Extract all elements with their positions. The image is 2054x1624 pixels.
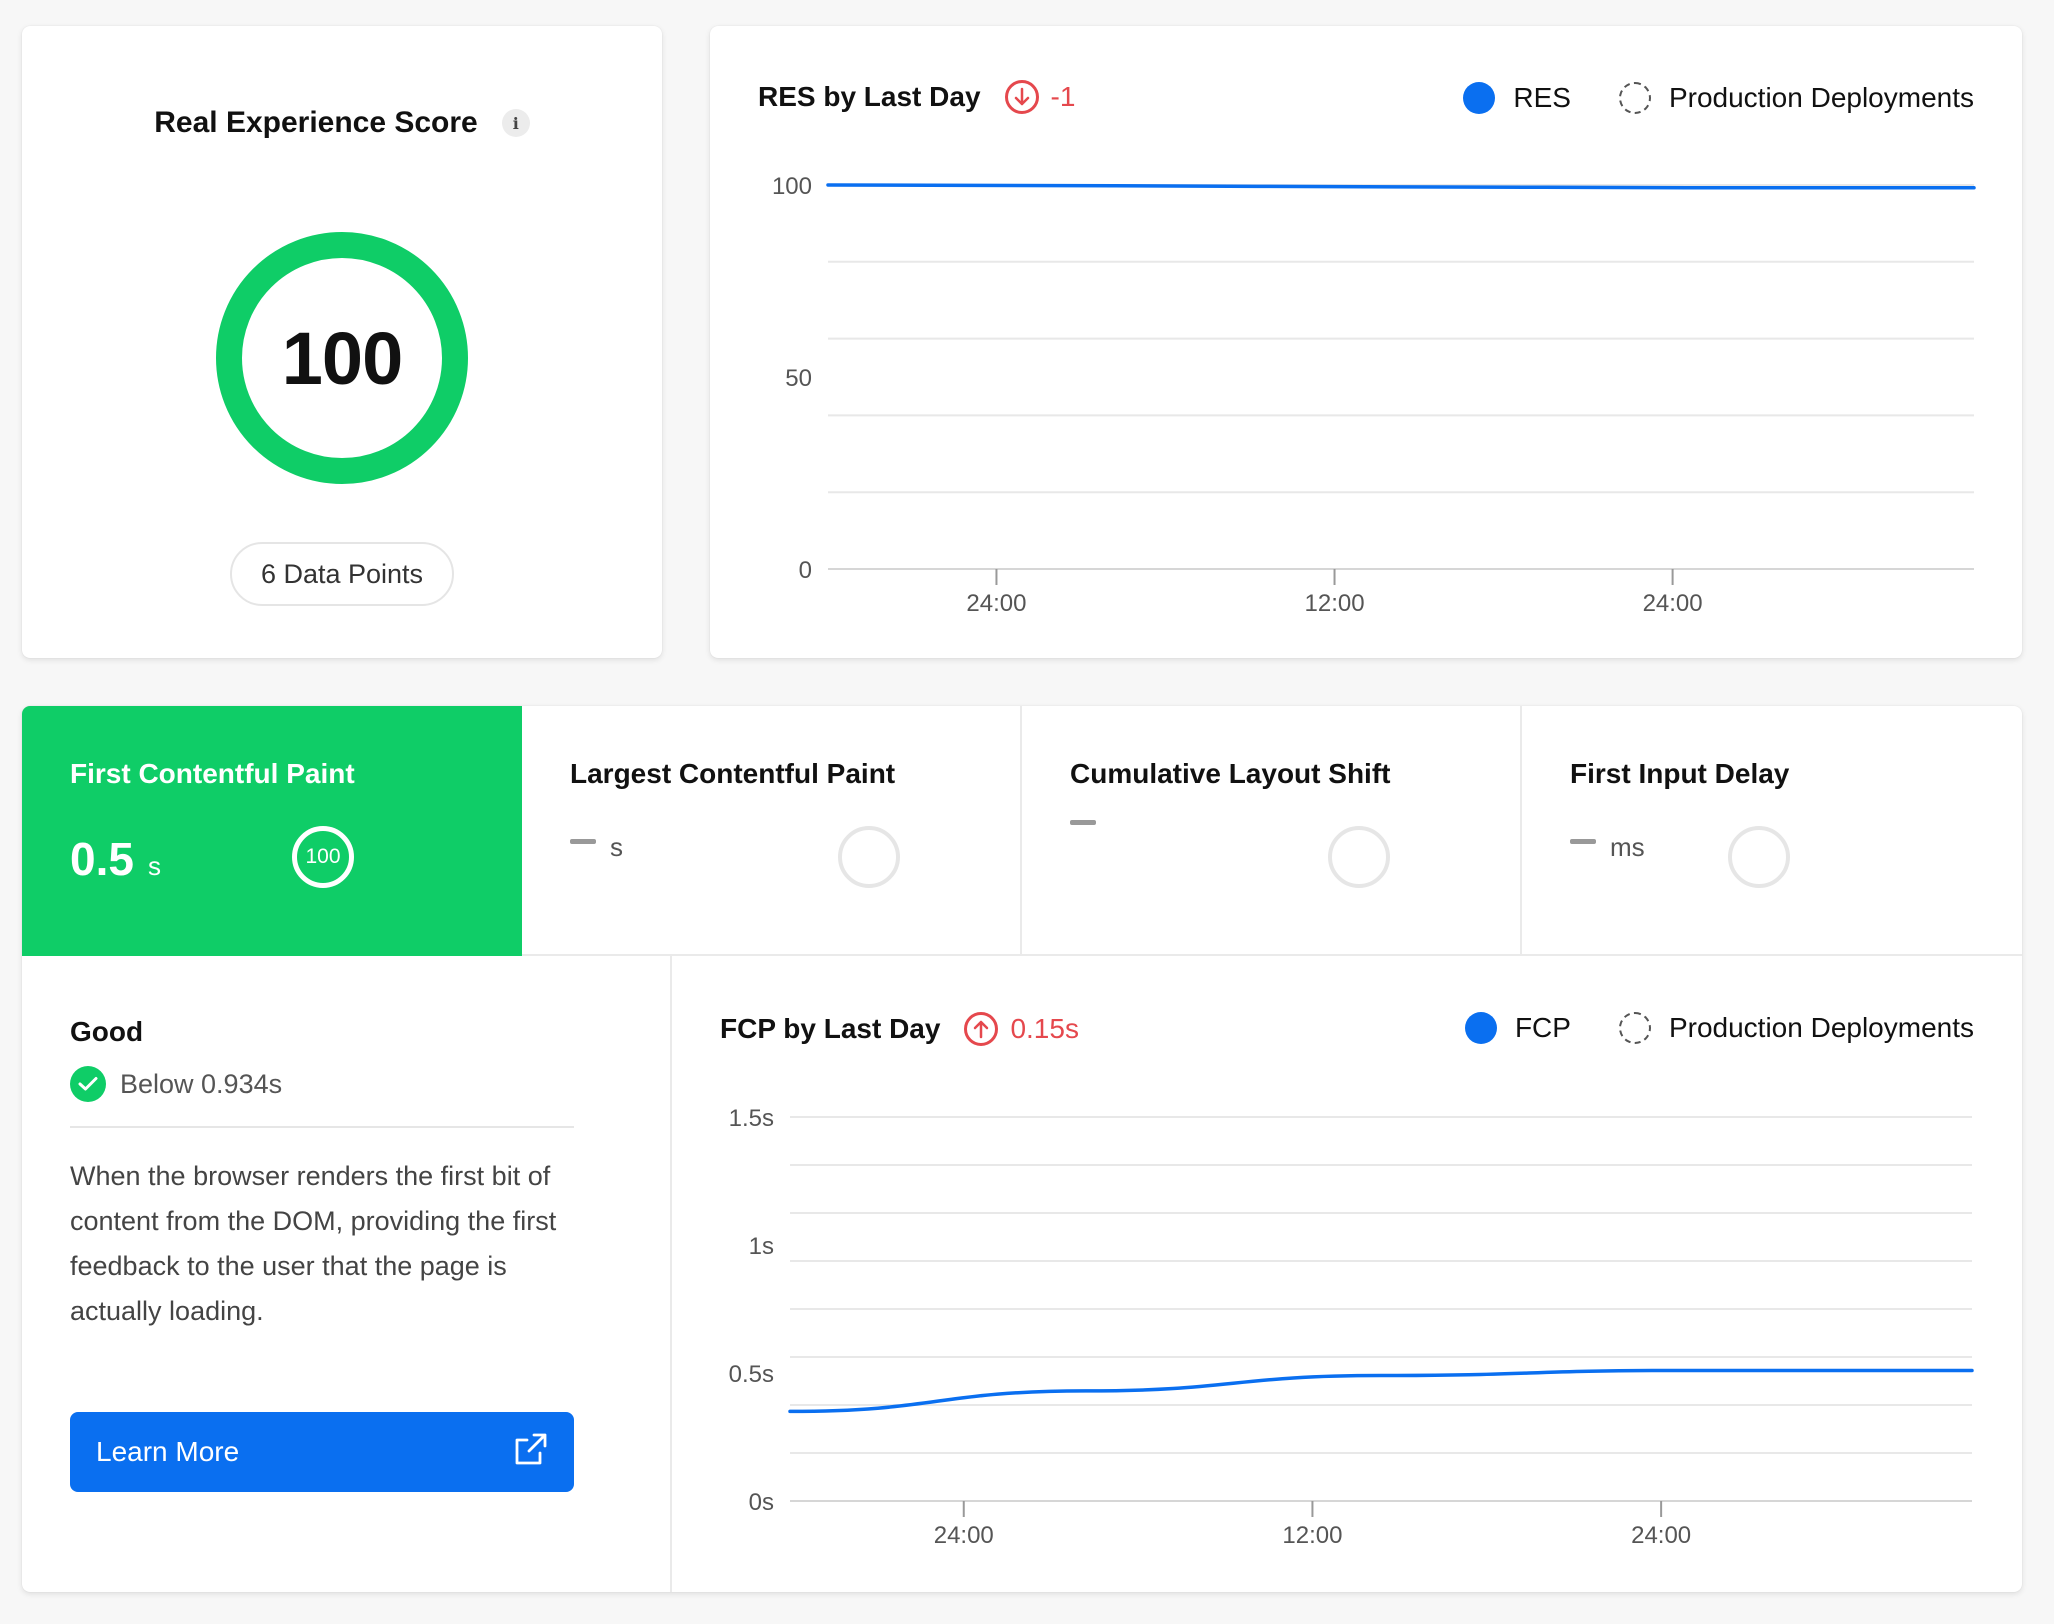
- web-vitals-card: First Contentful Paint 0.5 s 100 Largest…: [22, 706, 2022, 1592]
- tab-title: First Input Delay: [1570, 758, 1790, 789]
- legend-item-res[interactable]: RES: [1463, 82, 1571, 114]
- tab-value: s: [570, 832, 623, 863]
- tab-first-input-delay[interactable]: First Input Delay ms: [1522, 706, 2022, 956]
- legend-item-deployments[interactable]: Production Deployments: [1618, 82, 1974, 114]
- legend-dot-solid-icon: [1464, 1012, 1497, 1044]
- y-tick-label: 1.5s: [729, 1105, 774, 1132]
- x-tick-label: 12:00: [1282, 1522, 1342, 1549]
- score-value: 100: [281, 316, 403, 400]
- y-tick-label: 0: [799, 557, 812, 584]
- x-tick-label: 24:00: [934, 1522, 994, 1549]
- y-tick-label: 0.5s: [729, 1361, 774, 1388]
- res-chart-title: RES by Last Day: [758, 81, 981, 112]
- tab-score-ring: [1728, 826, 1790, 888]
- score-title-row: Real Experience Score i: [22, 106, 662, 140]
- series-line-fcp: [788, 1368, 1974, 1414]
- x-tick-label: 12:00: [1305, 590, 1365, 617]
- y-tick-label: 100: [772, 173, 812, 200]
- fcp-line-chart: 0s 0.5s 1s 1.5s 24:00 12:00 24:00: [729, 1105, 1974, 1549]
- legend-dot-dashed-icon: [1618, 82, 1651, 114]
- tab-value: ms: [1570, 832, 1645, 863]
- res-delta: -1: [1004, 80, 1076, 114]
- tab-score-ring: 100: [292, 826, 354, 888]
- legend-label: RES: [1513, 82, 1571, 113]
- res-delta-value: -1: [1050, 81, 1076, 112]
- tab-score-ring: [1328, 826, 1390, 888]
- empty-value-dash: [1570, 839, 1596, 844]
- x-tick-label: 24:00: [1643, 590, 1703, 617]
- tab-metric-value: 0.5: [70, 833, 134, 885]
- legend-dot-dashed-icon: [1618, 1012, 1651, 1044]
- metric-description: When the browser renders the first bit o…: [70, 1161, 557, 1326]
- tab-first-contentful-paint[interactable]: First Contentful Paint 0.5 s 100: [22, 706, 522, 956]
- data-points-badge: 6 Data Points: [230, 542, 454, 606]
- res-legend: RES Production Deployments: [1433, 82, 1974, 114]
- fcp-chart-pane: FCP by Last Day 0.15s FCP Production Dep…: [672, 956, 2022, 1592]
- tab-cumulative-layout-shift[interactable]: Cumulative Layout Shift: [1022, 706, 1522, 956]
- tab-title: First Contentful Paint: [70, 758, 355, 789]
- fcp-chart-header: FCP by Last Day 0.15s: [720, 1012, 1079, 1046]
- score-title: Real Experience Score: [154, 106, 478, 139]
- tab-value: [1070, 820, 1096, 837]
- tab-title: Largest Contentful Paint: [570, 758, 896, 789]
- external-link-icon: [514, 1432, 548, 1473]
- rating-label: Good: [70, 1016, 144, 1047]
- tab-value: 0.5 s: [70, 832, 161, 886]
- divider: [70, 1126, 574, 1128]
- check-circle-icon: [70, 1066, 106, 1102]
- fcp-legend: FCP Production Deployments: [1435, 1012, 1974, 1044]
- empty-value-dash: [570, 839, 596, 844]
- x-tick-label: 24:00: [1631, 1522, 1691, 1549]
- fcp-delta: 0.15s: [964, 1012, 1079, 1046]
- arrow-up-icon: [964, 1012, 999, 1046]
- res-chart-header: RES by Last Day -1: [758, 80, 1075, 114]
- threshold-row: Below 0.934s: [70, 1066, 282, 1102]
- learn-more-button[interactable]: Learn More: [70, 1412, 574, 1492]
- legend-dot-solid-icon: [1463, 82, 1496, 114]
- y-tick-label: 0s: [749, 1489, 774, 1516]
- info-icon[interactable]: i: [501, 109, 530, 137]
- fcp-chart-title: FCP by Last Day: [720, 1013, 941, 1044]
- tab-metric-unit: s: [147, 851, 161, 881]
- legend-label: Production Deployments: [1668, 1012, 1974, 1043]
- legend-label: FCP: [1514, 1012, 1571, 1043]
- arrow-down-icon: [1004, 80, 1039, 114]
- learn-more-label: Learn More: [96, 1436, 240, 1467]
- tab-largest-contentful-paint[interactable]: Largest Contentful Paint s: [522, 706, 1022, 956]
- series-line-res: [826, 183, 1976, 190]
- legend-item-deployments[interactable]: Production Deployments: [1618, 1012, 1974, 1044]
- res-line-chart: 0 50 100 24:00 12:00 24:00: [772, 173, 1976, 617]
- real-experience-score-card: Real Experience Score i 100 6 Data Point…: [22, 26, 662, 658]
- tab-title: Cumulative Layout Shift: [1070, 758, 1391, 789]
- legend-item-fcp[interactable]: FCP: [1464, 1012, 1571, 1044]
- tab-metric-unit: ms: [1610, 832, 1645, 862]
- legend-label: Production Deployments: [1668, 82, 1974, 113]
- x-tick-label: 24:00: [966, 590, 1026, 617]
- y-tick-label: 1s: [749, 1233, 774, 1260]
- res-chart-card: RES by Last Day -1 RES Production Deploy…: [710, 26, 2022, 658]
- score-ring: 100: [216, 232, 468, 484]
- metric-detail-pane: Good Below 0.934s When the browser rende…: [22, 956, 672, 1592]
- tab-metric-unit: s: [610, 832, 623, 862]
- tab-score-ring: [838, 826, 900, 888]
- fcp-delta-value: 0.15s: [1010, 1013, 1079, 1044]
- threshold-text: Below 0.934s: [120, 1068, 283, 1099]
- y-tick-label: 50: [785, 365, 812, 392]
- empty-value-dash: [1070, 820, 1096, 825]
